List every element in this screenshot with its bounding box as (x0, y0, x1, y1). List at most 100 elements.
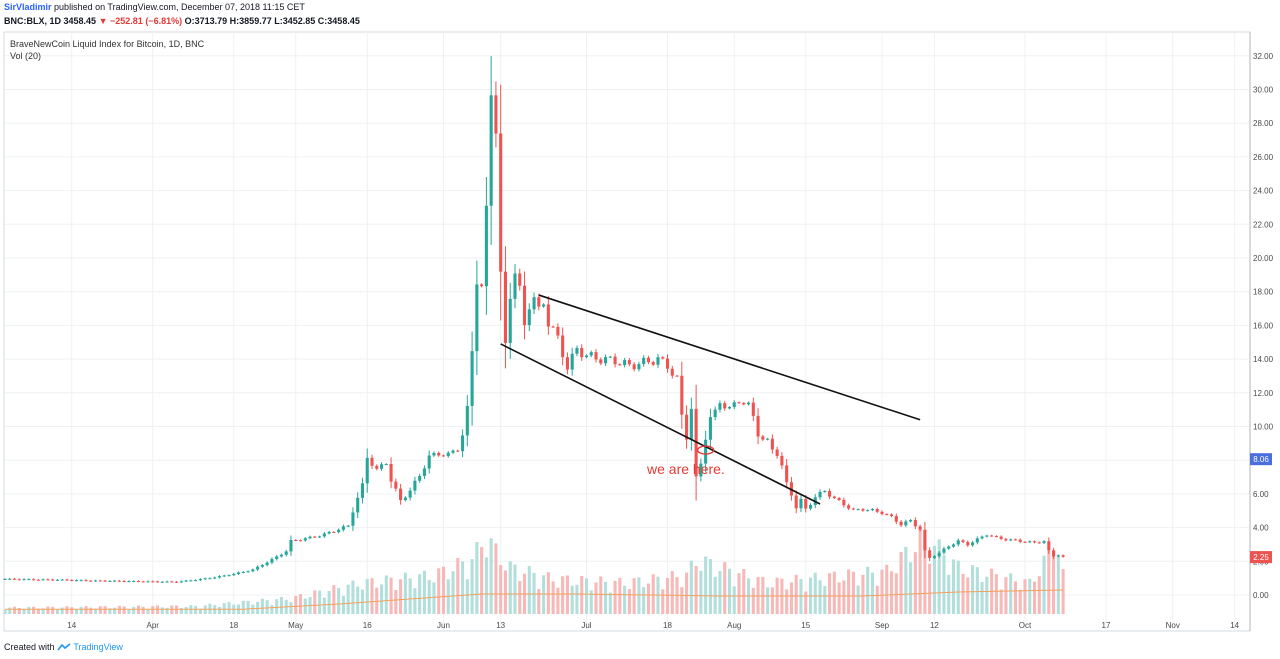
volume-bar (451, 571, 455, 614)
volume-bar (608, 592, 612, 614)
volume-bar (975, 567, 979, 614)
candle-body (918, 526, 922, 530)
candle-body (732, 402, 736, 408)
time-tick-label: Apr (147, 621, 160, 630)
volume-bar (856, 585, 860, 614)
candle-body (303, 538, 307, 541)
candle-body (108, 580, 112, 582)
chart-legend: BraveNewCoin Liquid Index for Bitcoin, 1… (10, 38, 204, 62)
candle-body (446, 452, 450, 457)
candle-body (851, 508, 855, 510)
candle-body (327, 531, 331, 534)
time-tick-label: 17 (1102, 621, 1111, 630)
candle-body (298, 540, 303, 542)
volume-bar (194, 605, 198, 614)
candle-body (604, 357, 608, 364)
candle-body (818, 491, 822, 498)
volume-bar (1061, 569, 1065, 614)
candles (3, 56, 1065, 583)
volume-bar (565, 575, 569, 614)
trendline-upper (538, 294, 921, 421)
volume-bar (389, 577, 393, 614)
volume-bar (837, 582, 841, 614)
volume-bar (217, 606, 222, 614)
volume-bar (17, 608, 21, 614)
volume-bar (665, 577, 670, 614)
volume-bar (713, 576, 717, 614)
volume-bar (642, 587, 646, 614)
candle-body (990, 535, 994, 537)
trendlines[interactable] (500, 294, 921, 505)
volume-bar (651, 574, 655, 614)
volume-bar (165, 607, 169, 614)
candle-body (256, 566, 260, 570)
volume-bar (985, 576, 989, 614)
volume-bar (1028, 578, 1032, 614)
time-tick-label: Nov (1166, 621, 1180, 630)
volume-bar (832, 571, 836, 614)
candle-body (584, 355, 589, 358)
tradingview-link[interactable]: TradingView (73, 642, 123, 652)
volume-bar (198, 608, 202, 614)
time-tick-label: 18 (663, 621, 672, 630)
volume-bar (341, 595, 345, 614)
candle-body (837, 498, 841, 500)
volume-bar (489, 538, 493, 614)
volume-bar (551, 581, 555, 614)
volume-bar (55, 609, 59, 614)
volume-bar (694, 565, 698, 614)
candle-body (589, 352, 593, 356)
candle-body (546, 304, 550, 327)
volume-bar (813, 572, 817, 614)
candle-body (751, 402, 755, 416)
volume-bars (3, 529, 1065, 614)
candle-body (265, 562, 269, 566)
volume-bar (584, 578, 589, 614)
ohlc-bar: BNC:BLX, 1D 3458.45 ▼ −252.81 (−6.81%) O… (4, 16, 360, 27)
volume-bar (861, 574, 865, 614)
candle-body (284, 551, 288, 555)
volume-bar (508, 561, 512, 614)
volume-bar (570, 585, 574, 614)
candle-body (213, 577, 217, 579)
volume-bar (160, 607, 164, 614)
candle-body (870, 509, 875, 511)
volume-bar (756, 576, 760, 614)
volume-bar (74, 609, 79, 614)
candle-body (60, 579, 64, 581)
candle-body (346, 525, 350, 527)
candle-body (208, 578, 212, 580)
candle-body (623, 360, 627, 366)
candle-body (551, 326, 555, 328)
candle-body (184, 580, 188, 582)
annotation-layer: we are here. (646, 445, 725, 477)
volume-bar (999, 589, 1003, 614)
volume-ma (5, 589, 1064, 610)
symbol-label[interactable]: BNC:BLX, 1D (4, 16, 62, 26)
candle-body (151, 581, 155, 583)
candle-body (222, 575, 226, 577)
volume-bar (699, 570, 703, 614)
candle-body (899, 521, 903, 526)
candle-body (980, 536, 984, 539)
price-tick-label: 22.00 (1253, 220, 1274, 229)
volume-bar (494, 543, 498, 614)
volume-bar (360, 589, 365, 614)
candle-body (909, 520, 913, 522)
author-link[interactable]: SirVladimir (4, 2, 52, 12)
candle-body (484, 205, 488, 287)
candle-body (232, 573, 236, 576)
volume-bar (499, 565, 503, 614)
candle-body (494, 95, 498, 134)
candle-body (527, 309, 531, 326)
time-tick-label: 13 (496, 621, 505, 630)
candle-body (1023, 541, 1027, 543)
candle-body (746, 402, 751, 405)
candle-body (923, 529, 927, 551)
volume-bar (241, 600, 245, 614)
volume-bar (127, 608, 131, 614)
volume-bar (36, 608, 40, 614)
volume-bar (260, 598, 264, 614)
candle-body (451, 450, 455, 453)
